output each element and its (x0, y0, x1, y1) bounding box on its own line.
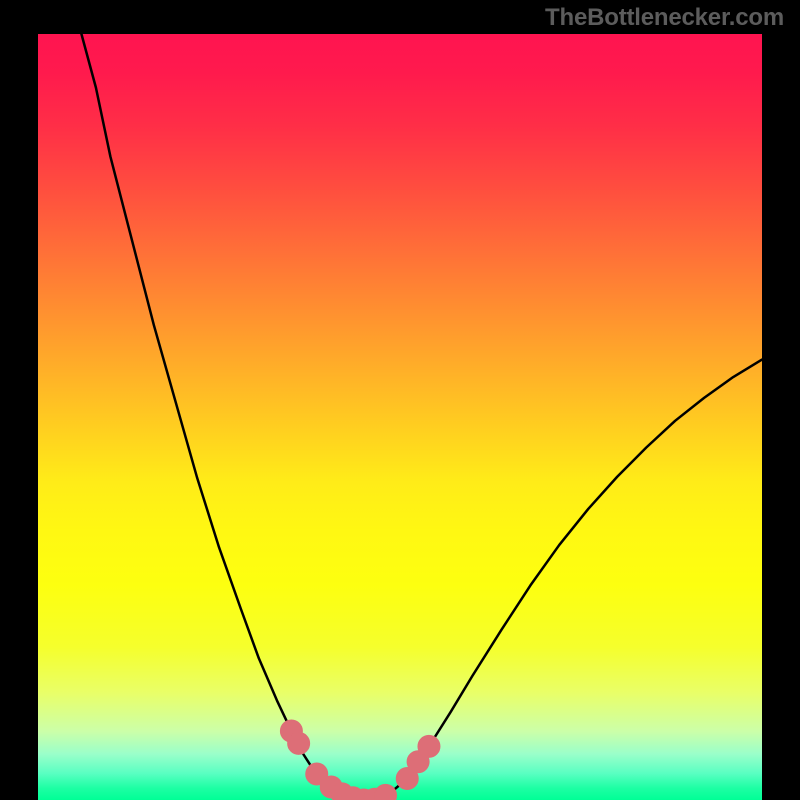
watermark-text: TheBottlenecker.com (545, 4, 784, 32)
marker-dot (288, 732, 310, 754)
marker-dot (418, 735, 440, 757)
plot-background (38, 34, 762, 800)
chart-frame: TheBottlenecker.com (0, 0, 800, 800)
chart-svg (0, 0, 800, 800)
